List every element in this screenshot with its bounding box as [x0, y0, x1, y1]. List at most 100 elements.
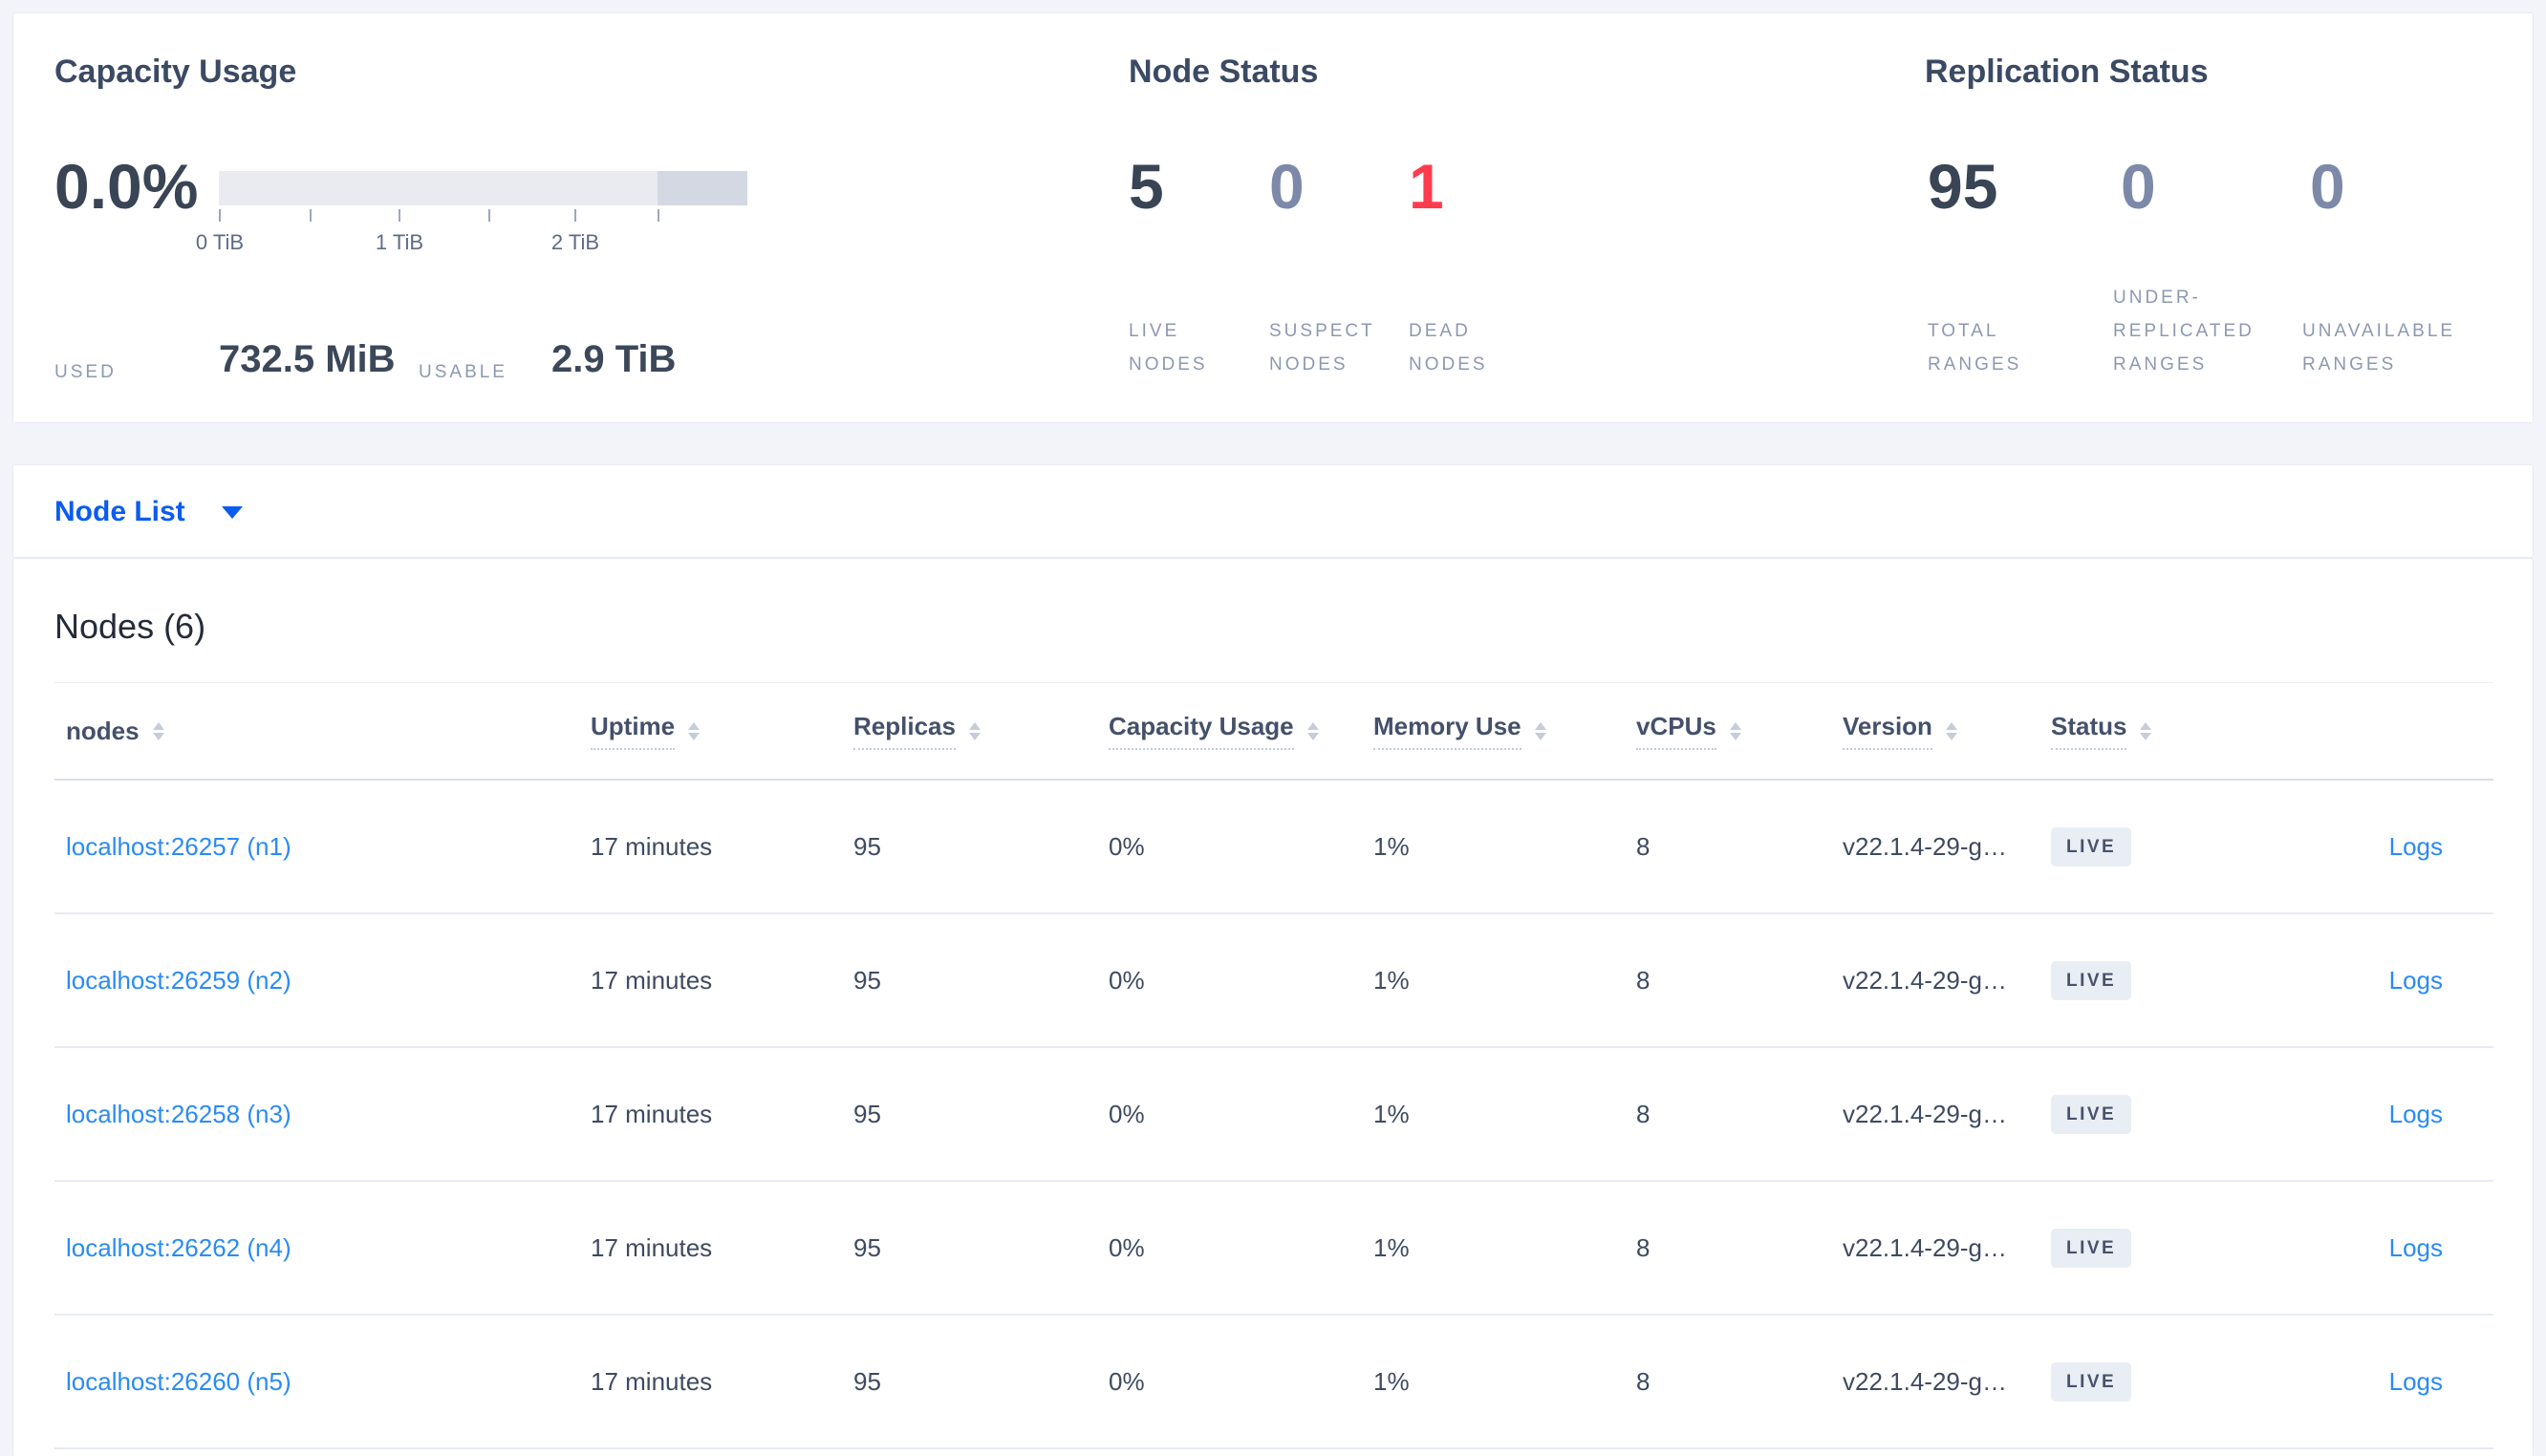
column-header-status[interactable]: Status — [2051, 712, 2253, 750]
status-badge: LIVE — [2051, 1228, 2132, 1268]
replicas-cell: 95 — [853, 1366, 881, 1396]
vcpus-cell: 8 — [1636, 1232, 1651, 1262]
sort-icon — [968, 721, 981, 740]
total-ranges-count: 95 — [1928, 151, 1998, 222]
logs-link[interactable]: Logs — [2388, 1366, 2443, 1396]
sort-icon — [688, 721, 701, 740]
table-row: localhost:26259 (n2) 17 minutes 95 0% 1%… — [54, 914, 2493, 1048]
replicas-cell: 95 — [853, 1099, 881, 1128]
sort-icon — [1534, 721, 1546, 740]
unavailable-ranges-label: UNAVAILABLE RANGES — [2302, 321, 2456, 375]
replicas-cell: 95 — [853, 965, 881, 995]
status-badge: LIVE — [2051, 1361, 2132, 1402]
uptime-cell: 17 minutes — [591, 1366, 713, 1396]
under-replicated-ranges-label: UNDER-REPLICATED RANGES — [2113, 288, 2255, 375]
node-link[interactable]: localhost:26262 (n4) — [66, 1232, 291, 1262]
capacity-cell: 0% — [1109, 1099, 1145, 1128]
table-row: localhost:26258 (n3) 17 minutes 95 0% 1%… — [54, 1048, 2493, 1182]
column-header-replicas[interactable]: Replicas — [853, 712, 1109, 750]
table-row: localhost:26257 (n1) 17 minutes 95 0% 1%… — [54, 781, 2493, 914]
used-value: 732.5 MiB — [219, 338, 396, 380]
logs-link[interactable]: Logs — [2388, 1099, 2443, 1128]
status-badge: LIVE — [2051, 1094, 2132, 1134]
version-cell: v22.1.4-29-g… — [1843, 831, 2007, 861]
version-cell: v22.1.4-29-g… — [1843, 1232, 2007, 1262]
logs-link[interactable]: Logs — [2388, 831, 2443, 861]
capacity-bar-usable-segment — [219, 171, 658, 205]
memory-cell: 1% — [1373, 831, 1410, 861]
memory-cell: 1% — [1373, 965, 1410, 995]
capacity-cell: 0% — [1109, 831, 1145, 861]
live-nodes-count: 5 — [1129, 151, 1164, 222]
uptime-cell: 17 minutes — [591, 831, 713, 861]
column-header-memory-use[interactable]: Memory Use — [1373, 712, 1636, 750]
status-badge: LIVE — [2051, 826, 2132, 867]
ruler-tick — [310, 209, 312, 222]
table-header-row: nodes Uptime Replicas Capacity Usage Mem… — [54, 682, 2493, 781]
column-header-vcpus[interactable]: vCPUs — [1636, 712, 1843, 750]
under-replicated-ranges-count: 0 — [2121, 151, 2156, 222]
version-cell: v22.1.4-29-g… — [1843, 1099, 2007, 1128]
node-link[interactable]: localhost:26257 (n1) — [66, 831, 291, 861]
version-cell: v22.1.4-29-g… — [1843, 1366, 2007, 1396]
live-nodes-label: LIVE NODES — [1129, 321, 1208, 375]
ruler-tick — [658, 209, 659, 222]
status-badge: LIVE — [2051, 960, 2132, 1000]
uptime-cell: 17 minutes — [591, 1099, 713, 1128]
version-cell: v22.1.4-29-g… — [1843, 965, 2007, 995]
dead-nodes-label: DEAD NODES — [1409, 321, 1488, 375]
ruler-tick-label: 0 TiB — [195, 230, 245, 254]
nodes-table-panel: Nodes (6) nodes Uptime Replicas Capacity… — [12, 558, 2534, 1456]
uptime-cell: 17 minutes — [591, 965, 713, 995]
capacity-percent-value: 0.0% — [54, 151, 199, 222]
ruler-tick — [574, 209, 576, 222]
capacity-cell: 0% — [1109, 1232, 1145, 1262]
capacity-cell: 0% — [1109, 965, 1145, 995]
node-list-dropdown-label: Node List — [54, 496, 185, 527]
table-row: localhost:26262 (n4) 17 minutes 95 0% 1%… — [54, 1182, 2493, 1316]
sort-icon — [1729, 721, 1741, 740]
nodes-table-title: Nodes (6) — [54, 607, 206, 646]
ruler-tick-label: 2 TiB — [550, 230, 600, 254]
memory-cell: 1% — [1373, 1099, 1410, 1128]
column-header-uptime[interactable]: Uptime — [591, 712, 853, 750]
memory-cell: 1% — [1373, 1366, 1410, 1396]
node-link[interactable]: localhost:26258 (n3) — [66, 1099, 291, 1128]
column-header-capacity-usage[interactable]: Capacity Usage — [1109, 712, 1373, 750]
node-status-title: Node Status — [1129, 54, 1319, 90]
used-label: USED — [54, 362, 117, 382]
sort-icon — [2140, 721, 2152, 740]
vcpus-cell: 8 — [1636, 1099, 1651, 1128]
vcpus-cell: 8 — [1636, 965, 1651, 995]
suspect-nodes-count: 0 — [1269, 151, 1305, 222]
dead-nodes-count: 1 — [1409, 151, 1444, 222]
node-link[interactable]: localhost:26260 (n5) — [66, 1366, 291, 1396]
usable-label: USABLE — [419, 362, 507, 382]
usable-value: 2.9 TiB — [551, 338, 677, 380]
replication-status-title: Replication Status — [1925, 54, 2209, 90]
column-header-nodes[interactable]: nodes — [54, 717, 591, 746]
capacity-usage-bar — [219, 171, 747, 205]
capacity-bar-reserved-segment — [658, 171, 747, 205]
column-header-version[interactable]: Version — [1843, 712, 2051, 750]
vcpus-cell: 8 — [1636, 831, 1651, 861]
suspect-nodes-label: SUSPECT NODES — [1269, 321, 1375, 375]
node-link[interactable]: localhost:26259 (n2) — [66, 965, 291, 995]
ruler-tick-label: 1 TiB — [375, 230, 424, 254]
ruler-tick — [219, 209, 221, 222]
replicas-cell: 95 — [853, 1232, 881, 1262]
capacity-bar-ruler: 0 TiB 1 TiB 2 TiB — [196, 209, 747, 267]
logs-link[interactable]: Logs — [2388, 1232, 2443, 1262]
chevron-down-icon — [221, 505, 243, 519]
capacity-cell: 0% — [1109, 1366, 1145, 1396]
capacity-usage-title: Capacity Usage — [54, 54, 297, 90]
memory-cell: 1% — [1373, 1232, 1410, 1262]
sort-icon — [152, 721, 164, 740]
node-list-dropdown[interactable]: Node List — [54, 465, 243, 559]
cluster-summary-panel: Capacity Usage 0.0% 0 TiB 1 TiB 2 TiB US… — [12, 12, 2534, 423]
logs-link[interactable]: Logs — [2388, 965, 2443, 995]
replicas-cell: 95 — [853, 831, 881, 861]
vcpus-cell: 8 — [1636, 1366, 1651, 1396]
sort-icon — [1945, 721, 1957, 740]
ruler-tick — [488, 209, 490, 222]
